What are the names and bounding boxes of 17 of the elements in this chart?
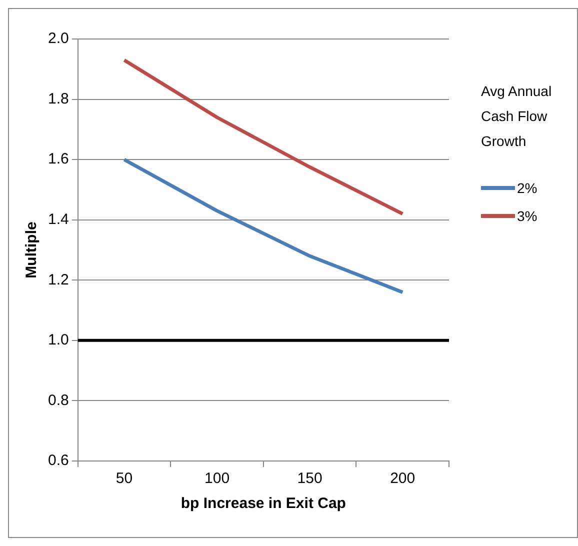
y-tick-label: 1.6 (48, 150, 69, 168)
y-tick-label: 1.8 (48, 90, 69, 108)
x-tick-label: 50 (116, 470, 133, 488)
y-tick-label: 1.2 (48, 271, 69, 288)
x-tick-label: 150 (297, 470, 322, 488)
y-tick-label: 2.0 (48, 30, 69, 48)
x-axis-title: bp Increase in Exit Cap (180, 495, 346, 512)
y-axis-title: Multiple (23, 222, 40, 278)
x-tick-label: 100 (204, 470, 230, 488)
legend-label: 3% (517, 208, 538, 224)
y-tick-label: 1.0 (48, 332, 69, 349)
y-tick-label: 1.4 (48, 211, 69, 228)
x-tick-label: 200 (390, 470, 416, 488)
legend-title: Avg Annual Cash Flow Growth (481, 82, 553, 151)
y-tick-label: 0.8 (48, 392, 69, 409)
y-tick-label: 0.6 (48, 452, 69, 470)
legend-label: 2% (517, 180, 538, 196)
